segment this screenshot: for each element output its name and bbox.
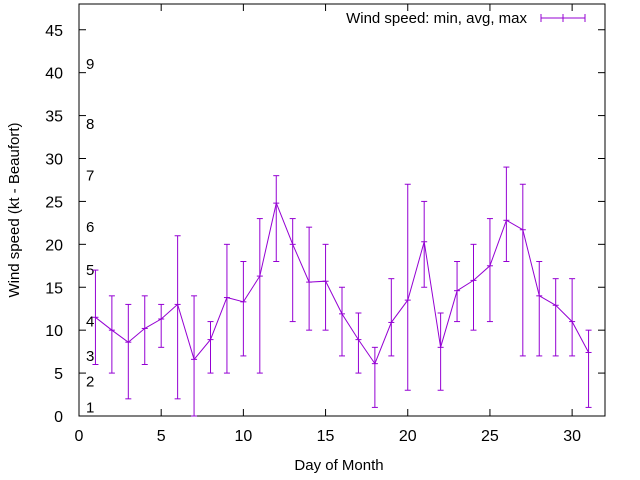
- error-bar-day-6: [174, 235, 181, 400]
- error-bar-day-30: [569, 278, 576, 357]
- error-bar-day-7: [191, 295, 198, 417]
- error-bar-day-3: [125, 303, 132, 400]
- x-tick-label-25: 25: [481, 428, 499, 445]
- error-bar-day-5: [158, 303, 165, 348]
- x-tick-label-20: 20: [399, 428, 417, 445]
- error-bar-day-4: [141, 295, 148, 365]
- y-tick-label-5: 5: [54, 366, 63, 383]
- error-bar-day-22: [437, 312, 444, 391]
- error-bar-day-24: [470, 243, 477, 331]
- y-tick-label-35: 35: [45, 109, 63, 126]
- y-tick-label-20: 20: [45, 237, 63, 254]
- x-tick-label-5: 5: [157, 428, 166, 445]
- beaufort-label-5: 5: [86, 262, 94, 279]
- error-bar-day-2: [108, 295, 115, 374]
- beaufort-label-8: 8: [86, 116, 94, 133]
- x-axis-label: Day of Month: [294, 457, 383, 474]
- error-bar-day-26: [503, 166, 510, 262]
- x-tick-label-10: 10: [234, 428, 252, 445]
- error-bar-day-8: [207, 321, 214, 374]
- error-bar-day-31: [585, 329, 592, 408]
- error-bar-day-15: [322, 243, 329, 331]
- legend-series-sample: [540, 14, 586, 22]
- x-tick-label-0: 0: [75, 428, 84, 445]
- x-tick-label-30: 30: [563, 428, 581, 445]
- error-bar-day-13: [289, 218, 296, 323]
- y-tick-label-0: 0: [54, 409, 63, 426]
- y-tick-label-40: 40: [45, 66, 63, 83]
- beaufort-label-2: 2: [86, 374, 94, 391]
- error-bar-day-9: [223, 243, 230, 374]
- error-bar-day-10: [240, 261, 247, 357]
- beaufort-label-9: 9: [86, 56, 94, 73]
- beaufort-label-1: 1: [86, 399, 94, 416]
- error-bar-day-19: [388, 278, 395, 357]
- error-bar-day-25: [486, 218, 493, 323]
- plot-frame: [78, 3, 606, 417]
- error-bar-day-27: [519, 183, 526, 357]
- beaufort-label-4: 4: [86, 314, 94, 331]
- legend-series-label: Wind speed: min, avg, max: [346, 10, 527, 27]
- legend: Wind speed: min, avg, max: [346, 10, 586, 27]
- series-layer: [92, 166, 592, 417]
- beaufort-label-3: 3: [86, 348, 94, 365]
- y-axis-label: Wind speed (kt - Beaufort): [6, 122, 23, 297]
- error-bar-day-14: [306, 226, 313, 331]
- tick-marks: [78, 4, 605, 417]
- error-bar-day-18: [371, 346, 378, 408]
- y-tick-label-25: 25: [45, 194, 63, 211]
- y-tick-label-45: 45: [45, 23, 63, 40]
- error-bar-day-11: [256, 218, 263, 374]
- y-tick-label-10: 10: [45, 323, 63, 340]
- x-tick-label-15: 15: [317, 428, 335, 445]
- error-bar-day-20: [404, 183, 411, 391]
- error-bar-day-12: [273, 175, 280, 262]
- error-bar-day-16: [339, 286, 345, 357]
- beaufort-scale: 1 2 3 4 5 6 7 8 9: [86, 56, 94, 416]
- error-bar-day-29: [552, 278, 559, 357]
- y-tick-label-30: 30: [45, 152, 63, 169]
- error-bar-day-28: [536, 261, 543, 357]
- error-bar-day-17: [355, 312, 362, 374]
- beaufort-label-6: 6: [86, 219, 94, 236]
- y-tick-label-15: 15: [45, 280, 63, 297]
- beaufort-label-7: 7: [86, 168, 94, 185]
